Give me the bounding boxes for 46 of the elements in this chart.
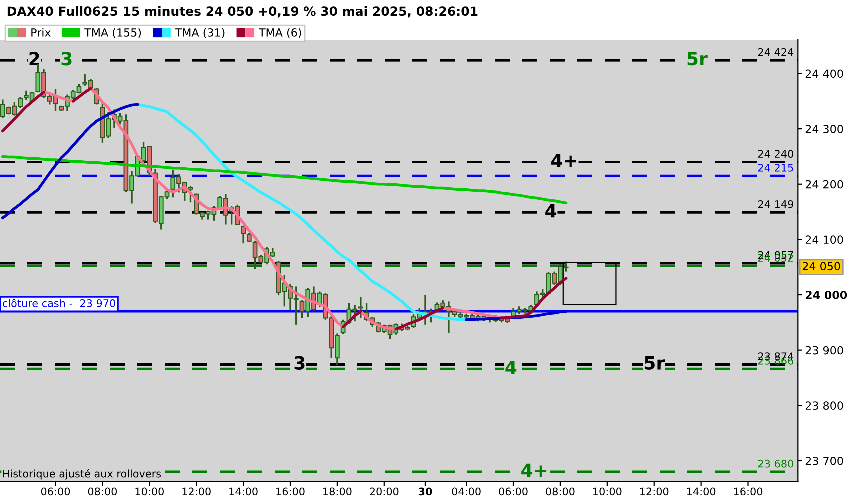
ref-line-label: clôture cash - 23 970 xyxy=(2,298,116,308)
x-tick-label: 08:00 xyxy=(546,488,575,496)
x-tick-label: 08:00 xyxy=(88,488,118,496)
ref-line-label: 24 424 xyxy=(758,48,794,56)
legend-label: TMA (31) xyxy=(175,28,225,38)
annotation: 3 xyxy=(62,52,72,66)
x-tick-label: 12:00 xyxy=(640,488,669,496)
annotation: 4+ xyxy=(552,154,577,168)
legend-label: TMA (6) xyxy=(258,28,302,38)
chart-title: DAX40 Full0625 15 minutes 24 050 +0,19 % 30 mai 2025, 08:26:01 xyxy=(8,6,478,18)
x-tick-label: 20:00 xyxy=(370,488,399,496)
ref-line-label: 24 215 xyxy=(758,164,794,172)
y-tick-label: 24 000 xyxy=(806,290,848,300)
x-tick-label: 14:00 xyxy=(230,488,258,496)
x-tick-label: 18:00 xyxy=(324,488,352,496)
y-tick-label: 24 100 xyxy=(806,236,844,244)
y-tick-label: 24 200 xyxy=(806,180,844,189)
ref-line-label: 24 149 xyxy=(758,200,794,208)
y-tick-label: 24 300 xyxy=(806,125,844,134)
annotation: 4 xyxy=(506,360,517,374)
ref-line-label: 24 240 xyxy=(758,150,794,158)
x-tick-label: 16:00 xyxy=(734,488,763,496)
legend-label: Prix xyxy=(32,28,51,37)
annotation: 4 xyxy=(546,204,557,218)
annotation: 4+ xyxy=(522,464,547,478)
x-tick-label: 06:00 xyxy=(499,488,528,496)
ref-line-label: 23 680 xyxy=(758,460,794,468)
annotation: 5r xyxy=(688,52,708,66)
y-tick-label: 23 700 xyxy=(806,456,844,466)
x-tick-label: 06:00 xyxy=(41,488,70,496)
x-tick-label: 14:00 xyxy=(687,488,716,496)
x-tick-label: 04:00 xyxy=(452,488,481,496)
y-tick-label: 24 400 xyxy=(806,70,844,78)
annotation: Historique ajusté aux rollovers xyxy=(3,469,162,480)
x-tick-label: 30 xyxy=(418,488,432,496)
x-tick-label: 10:00 xyxy=(136,488,164,496)
x-tick-label: 12:00 xyxy=(182,488,211,496)
x-tick-label: 16:00 xyxy=(276,488,305,496)
legend-label: TMA (155) xyxy=(84,28,142,38)
annotation: 2 xyxy=(30,52,40,66)
x-tick-label: 10:00 xyxy=(594,488,622,496)
annotation: 3 xyxy=(294,356,305,370)
annotation: 5r xyxy=(645,356,666,370)
annotation: 24 050 xyxy=(802,262,840,271)
y-tick-label: 23 900 xyxy=(806,346,844,355)
y-tick-label: 23 800 xyxy=(806,402,844,410)
